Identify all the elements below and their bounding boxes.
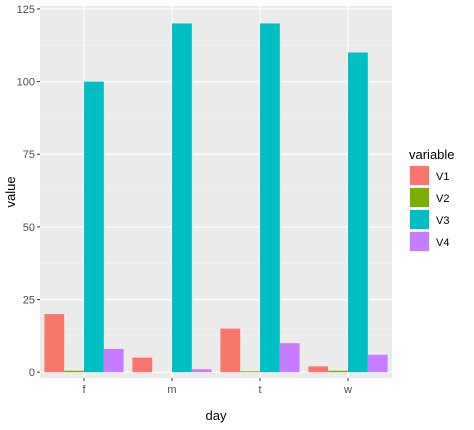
bar-V1-f	[44, 314, 65, 373]
bar-V1-t	[220, 328, 241, 373]
bars	[44, 23, 388, 373]
y-tick-label: 50	[23, 222, 35, 234]
legend-key-V3	[410, 210, 429, 229]
y-tick-label: 25	[23, 295, 35, 307]
legend-title: variable	[409, 147, 455, 162]
legend-key-V4	[410, 232, 429, 251]
bar-V2-w	[328, 370, 348, 373]
bar-V4-w	[367, 354, 388, 373]
x-tick-label: f	[82, 384, 86, 396]
bar-V2-t	[240, 371, 260, 373]
legend-key-V1	[410, 166, 429, 185]
legend-label-V3: V3	[436, 215, 449, 227]
bar-V3-w	[348, 52, 368, 373]
bar-V4-m	[191, 369, 212, 373]
bar-V3-m	[172, 23, 192, 373]
legend-key-V2	[410, 188, 429, 207]
y-tick-label: 100	[17, 77, 35, 89]
x-axis-title: day	[206, 408, 227, 423]
y-tick-label: 75	[23, 149, 35, 161]
y-tick-label: 125	[17, 4, 35, 16]
legend-label-V1: V1	[436, 171, 449, 183]
y-axis: 0 25 50 75 100 125	[17, 4, 40, 379]
bar-V1-w	[308, 366, 329, 373]
bar-V3-f	[84, 81, 104, 373]
bar-V4-f	[103, 348, 124, 373]
bar-V1-m	[132, 357, 153, 373]
y-tick-label: 0	[29, 367, 35, 379]
legend: variable V1 V2 V3 V4	[409, 147, 455, 252]
bar-V4-t	[279, 343, 300, 373]
legend-label-V4: V4	[436, 237, 449, 249]
x-tick-label: w	[343, 384, 352, 396]
y-axis-title: value	[3, 176, 18, 207]
legend-label-V2: V2	[436, 193, 449, 205]
x-tick-label: t	[258, 384, 261, 396]
bar-V2-f	[64, 370, 84, 373]
bar-V3-t	[260, 23, 280, 373]
x-tick-label: m	[167, 384, 176, 396]
